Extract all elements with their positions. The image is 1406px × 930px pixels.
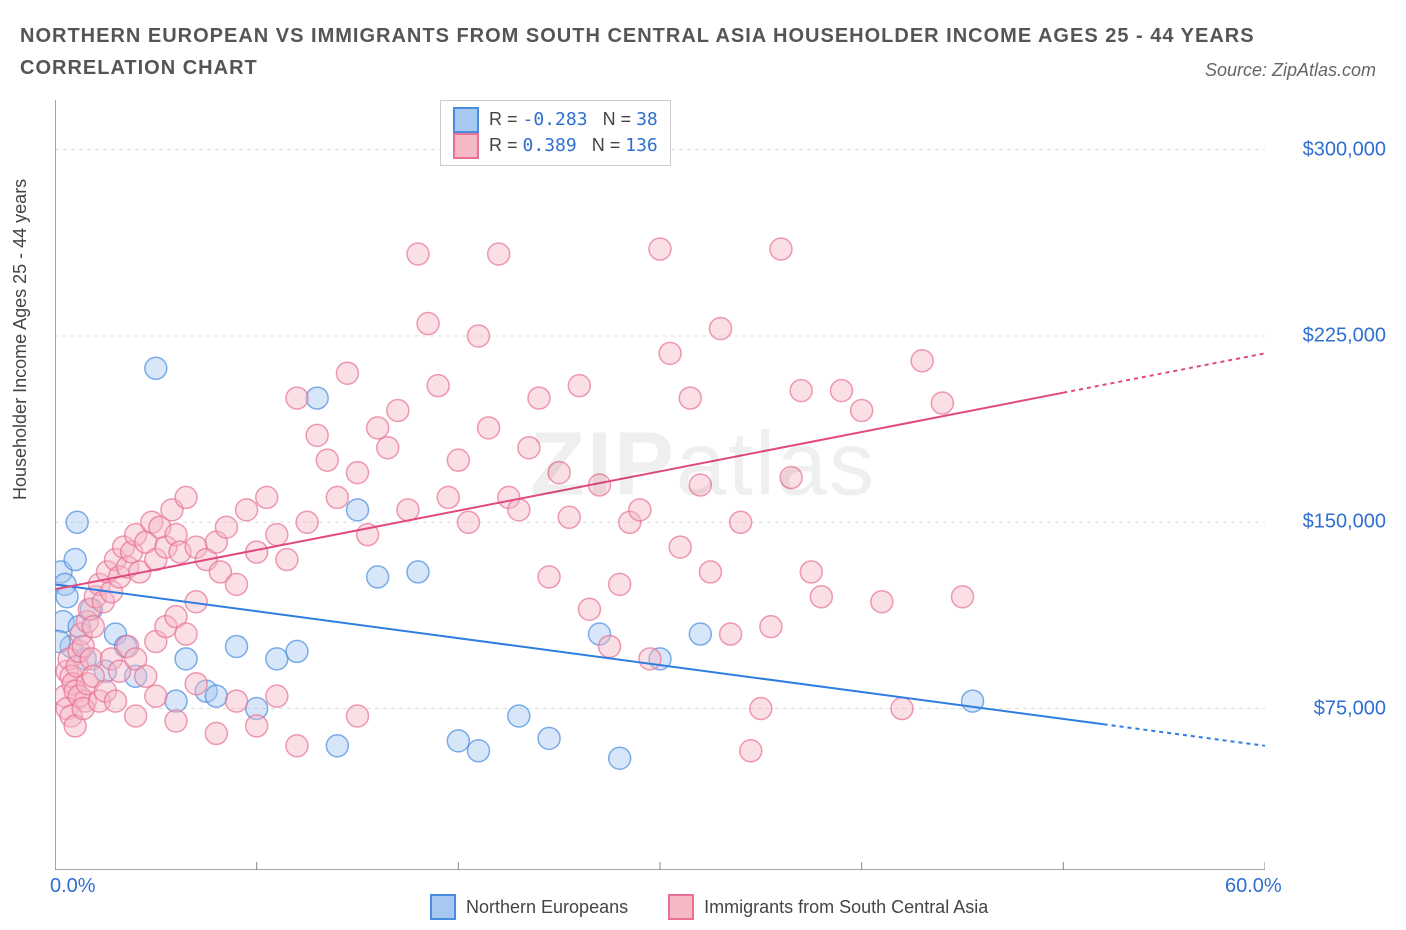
y-tick-label: $300,000 <box>1266 138 1386 161</box>
legend-swatch <box>453 133 479 159</box>
legend-swatch <box>430 894 456 920</box>
legend-stats: R = -0.283 N = 38 <box>489 107 658 132</box>
y-tick-label: $150,000 <box>1266 511 1386 534</box>
legend-swatch <box>668 894 694 920</box>
source-label: Source: ZipAtlas.com <box>1205 60 1376 81</box>
legend-stats: R = 0.389 N = 136 <box>489 133 658 158</box>
legend-row: R = 0.389 N = 136 <box>453 133 658 159</box>
bottom-legend-item: Immigrants from South Central Asia <box>668 894 988 920</box>
y-axis-label: Householder Income Ages 25 - 44 years <box>10 179 31 500</box>
y-tick-label: $225,000 <box>1266 324 1386 347</box>
series-legend: Northern Europeans Immigrants from South … <box>430 894 988 920</box>
x-tick-label: 60.0% <box>1225 875 1282 898</box>
x-tick-label: 0.0% <box>50 875 96 898</box>
series-name: Northern Europeans <box>466 897 628 918</box>
scatter-plot <box>55 100 1265 870</box>
legend-swatch <box>453 107 479 133</box>
y-tick-label: $75,000 <box>1266 697 1386 720</box>
legend-row: R = -0.283 N = 38 <box>453 107 658 133</box>
correlation-legend: R = -0.283 N = 38R = 0.389 N = 136 <box>440 100 671 166</box>
bottom-legend-item: Northern Europeans <box>430 894 628 920</box>
chart-title: NORTHERN EUROPEAN VS IMMIGRANTS FROM SOU… <box>20 20 1386 84</box>
series-name: Immigrants from South Central Asia <box>704 897 988 918</box>
